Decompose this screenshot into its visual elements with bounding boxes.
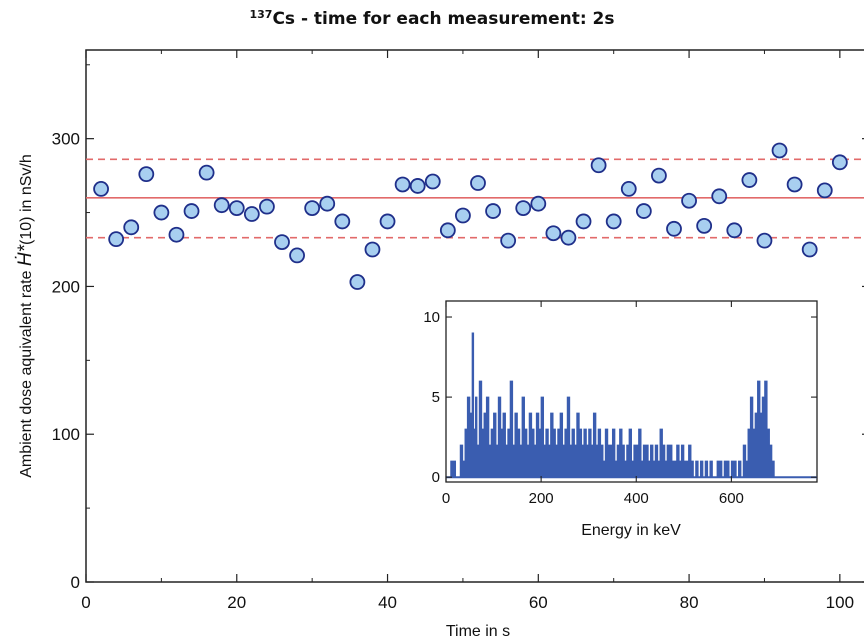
data-point xyxy=(334,213,351,230)
data-point xyxy=(756,232,773,249)
data-point xyxy=(349,274,366,290)
data-point xyxy=(651,167,667,184)
data-point xyxy=(259,198,275,215)
data-point xyxy=(138,166,155,183)
x-axis-ticks: 0 20 40 60 80 100 xyxy=(81,50,854,612)
x-tick-label: 60 xyxy=(529,593,548,612)
data-point xyxy=(228,200,245,217)
data-point xyxy=(304,200,321,217)
data-point xyxy=(831,154,848,171)
data-point xyxy=(605,213,622,230)
data-point xyxy=(485,203,501,219)
inset-spectrum-plot: 0 200 400 600 0 5 10 Energy in keV xyxy=(423,300,818,539)
data-point xyxy=(696,217,713,234)
data-point xyxy=(409,178,426,194)
inset-y-tick-label: 5 xyxy=(432,389,440,406)
data-point xyxy=(319,195,336,212)
y-axis-label-suffix: (10) in nSv/h xyxy=(18,154,35,245)
data-point xyxy=(183,203,200,219)
data-point xyxy=(530,195,547,212)
y-axis-label: Ambient dose aquivalent rate Ḣ*(10) in n… xyxy=(15,154,36,478)
data-point xyxy=(786,176,803,193)
data-point xyxy=(816,182,833,199)
y-tick-label: 0 xyxy=(71,573,80,592)
inset-y-tick-label: 0 xyxy=(432,469,440,486)
x-tick-label: 20 xyxy=(227,593,246,612)
data-point xyxy=(455,207,471,224)
data-point xyxy=(500,232,517,249)
data-point xyxy=(108,231,125,248)
data-point xyxy=(681,192,697,209)
data-point xyxy=(666,220,682,237)
data-point xyxy=(726,222,743,239)
data-point xyxy=(560,229,577,246)
inset-y-axis-ticks: 0 5 10 xyxy=(423,309,817,486)
data-point xyxy=(424,173,441,190)
y-tick-label: 200 xyxy=(52,277,80,296)
data-point xyxy=(364,241,381,258)
chart-title: 137Cs - time for each measurement: 2s xyxy=(249,8,614,29)
x-tick-label: 100 xyxy=(826,593,854,612)
inset-x-axis-ticks: 0 200 400 600 xyxy=(442,301,744,507)
title-main: Cs - time for each measurement: 2s xyxy=(272,9,614,29)
x-tick-label: 80 xyxy=(680,593,699,612)
x-tick-label: 0 xyxy=(81,593,90,612)
data-point xyxy=(771,142,788,159)
data-point xyxy=(470,175,486,191)
inset-x-tick-label: 200 xyxy=(529,490,554,507)
data-point xyxy=(213,197,230,214)
data-point xyxy=(545,225,562,242)
data-point xyxy=(741,172,758,188)
data-point xyxy=(168,226,185,243)
data-point xyxy=(801,241,818,258)
data-point xyxy=(711,188,728,205)
inset-x-axis-label: Energy in keV xyxy=(581,522,681,539)
data-point xyxy=(93,181,109,197)
data-point xyxy=(575,213,592,230)
main-plot-frame xyxy=(85,49,864,583)
spectrum-fill xyxy=(446,332,808,478)
data-point xyxy=(439,222,456,239)
y-tick-label: 300 xyxy=(52,130,80,149)
data-point xyxy=(515,200,532,217)
inset-x-tick-label: 400 xyxy=(624,490,649,507)
data-point xyxy=(590,157,607,174)
svg-text:137Cs - time for each measurem: 137Cs - time for each measurement: 2s xyxy=(249,8,614,29)
scatter-points xyxy=(93,142,848,290)
x-axis-label: Time in s xyxy=(446,623,510,640)
data-point xyxy=(274,234,290,251)
data-point xyxy=(620,181,637,197)
x-tick-label: 40 xyxy=(378,593,397,612)
reference-lines xyxy=(86,158,864,239)
spectrum-area xyxy=(446,332,817,479)
y-axis-label-prefix: Ambient dose aquivalent rate xyxy=(18,266,35,478)
data-point xyxy=(379,213,396,230)
data-point xyxy=(635,203,652,219)
y-tick-label: 100 xyxy=(52,425,80,444)
inset-x-tick-label: 0 xyxy=(442,490,450,507)
data-point xyxy=(153,204,170,221)
title-superscript: 137 xyxy=(249,8,272,21)
inset-x-tick-label: 600 xyxy=(719,490,744,507)
data-point xyxy=(243,206,260,222)
y-axis-label-symbol: Ḣ* xyxy=(15,244,36,266)
inset-y-tick-label: 10 xyxy=(423,309,440,326)
data-point xyxy=(198,164,215,181)
data-point xyxy=(123,219,140,236)
data-point xyxy=(394,176,411,193)
data-point xyxy=(289,247,305,264)
